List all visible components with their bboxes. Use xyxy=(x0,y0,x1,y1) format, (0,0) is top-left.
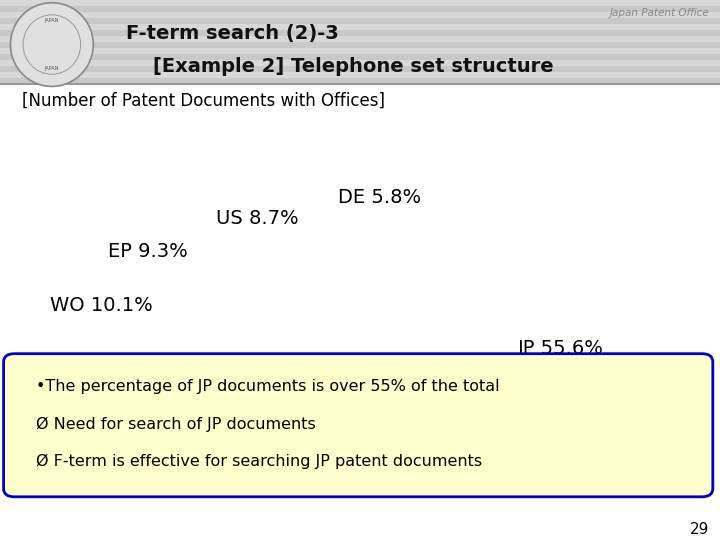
FancyBboxPatch shape xyxy=(4,354,713,497)
Bar xyxy=(0,66,720,72)
Text: DE 5.8%: DE 5.8% xyxy=(338,187,421,207)
Text: JAPAN: JAPAN xyxy=(45,18,59,23)
Bar xyxy=(0,48,720,54)
Bar xyxy=(0,42,720,48)
Text: [Example 2] Telephone set structure: [Example 2] Telephone set structure xyxy=(126,57,554,76)
Text: Japan Patent Office: Japan Patent Office xyxy=(609,8,709,18)
Text: EP 9.3%: EP 9.3% xyxy=(108,241,188,261)
Bar xyxy=(0,18,720,24)
Ellipse shape xyxy=(10,3,94,86)
Text: US 8.7%: US 8.7% xyxy=(216,209,299,228)
Bar xyxy=(0,6,720,12)
Text: WO 10.1%: WO 10.1% xyxy=(50,295,153,315)
Text: JP 55.6%: JP 55.6% xyxy=(518,339,604,358)
Bar xyxy=(0,30,720,36)
Bar xyxy=(0,0,720,6)
Text: •The percentage of JP documents is over 55% of the total: •The percentage of JP documents is over … xyxy=(36,379,500,394)
Text: Ø F-term is effective for searching JP patent documents: Ø F-term is effective for searching JP p… xyxy=(36,454,482,469)
Text: JAPAN: JAPAN xyxy=(45,66,59,71)
Text: 29: 29 xyxy=(690,522,709,537)
Bar xyxy=(0,54,720,60)
Text: Ø Need for search of JP documents: Ø Need for search of JP documents xyxy=(36,416,316,431)
Bar xyxy=(0,60,720,66)
Text: F-term search (2)-3: F-term search (2)-3 xyxy=(126,24,338,43)
Bar xyxy=(0,36,720,42)
Text: [Number of Patent Documents with Offices]: [Number of Patent Documents with Offices… xyxy=(22,92,384,110)
Bar xyxy=(0,72,720,78)
Bar xyxy=(0,78,720,84)
Bar xyxy=(0,12,720,18)
Bar xyxy=(0,24,720,30)
